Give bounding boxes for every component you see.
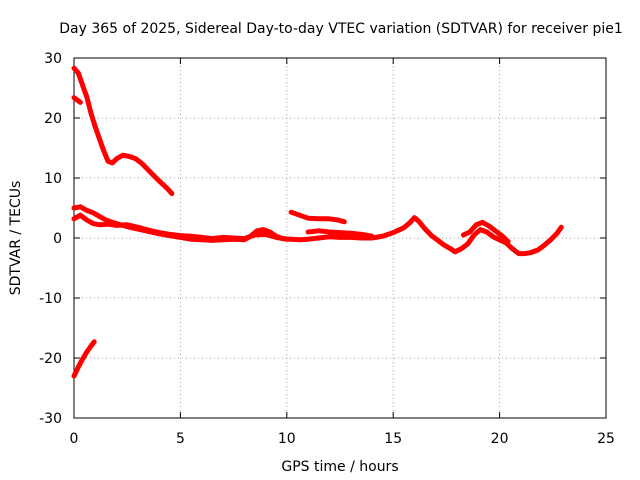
- series-arc-6: [288, 209, 347, 225]
- series-arc-1: [71, 65, 175, 197]
- y-tick-labels: -30 -20 -10 0 10 20 30: [39, 51, 62, 427]
- y-tick-label: -20: [39, 351, 62, 367]
- x-tick-label: 15: [384, 431, 402, 447]
- y-tick-label: 0: [53, 231, 62, 247]
- y-tick-label: 20: [44, 111, 62, 127]
- series-layer: [71, 65, 564, 379]
- axis-ticks: [73, 57, 607, 419]
- x-tick-label: 5: [176, 431, 185, 447]
- y-tick-label: 30: [44, 51, 62, 67]
- series-arc-8: [460, 219, 511, 245]
- x-tick-label: 25: [597, 431, 615, 447]
- y-axis-title: SDTVAR / TECUs: [8, 181, 24, 296]
- y-tick-label: 10: [44, 171, 62, 187]
- x-tick-label: 0: [70, 431, 79, 447]
- x-tick-labels: 0 5 10 15 20 25: [70, 431, 615, 447]
- x-axis-title: GPS time / hours: [281, 459, 398, 475]
- series-arc-5: [71, 212, 290, 242]
- grid: [74, 58, 606, 418]
- series-arc-7: [305, 228, 375, 239]
- series-arc-3: [71, 339, 97, 379]
- chart-title: Day 365 of 2025, Sidereal Day-to-day VTE…: [59, 21, 623, 37]
- y-tick-label: -10: [39, 291, 62, 307]
- y-tick-label: -30: [39, 411, 62, 427]
- series-arc-2: [71, 95, 83, 105]
- x-tick-label: 10: [278, 431, 296, 447]
- x-tick-label: 20: [491, 431, 509, 447]
